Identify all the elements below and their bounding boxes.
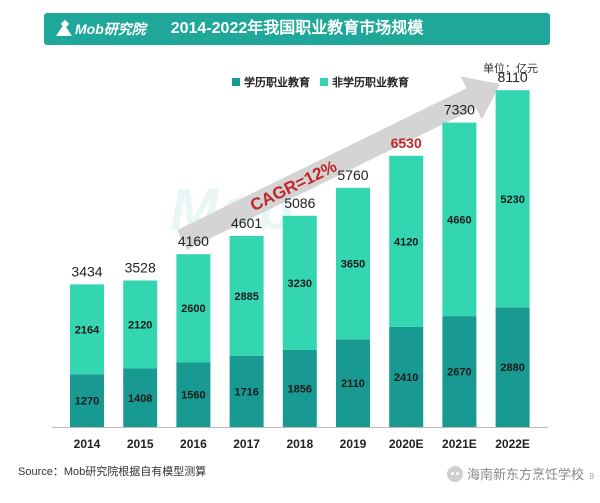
bar-academic <box>70 374 104 427</box>
data-label-non-academic: 4120 <box>394 236 418 248</box>
trend-arrow <box>177 76 500 250</box>
data-label-academic: 1560 <box>181 390 205 402</box>
legend-item-non-academic: 非学历职业教育 <box>320 74 409 90</box>
total-label: 3528 <box>125 259 156 275</box>
x-tick-label: 2018 <box>286 437 313 451</box>
x-tick-label: 2017 <box>233 437 260 451</box>
bar-non-academic <box>229 235 264 356</box>
source-note: Source：Mob研究院根据自有模型测算 <box>18 466 207 478</box>
total-label: 6530 <box>391 135 422 151</box>
wechat-icon <box>446 465 463 482</box>
wechat-account: 海南新东方烹饪学校 <box>466 467 584 482</box>
data-label-non-academic: 2885 <box>234 291 258 303</box>
bar-academic <box>495 307 530 427</box>
x-tick-label: 2022E <box>495 437 530 451</box>
bar-academic <box>336 339 370 427</box>
bar-academic <box>282 349 317 427</box>
bar-non-academic <box>442 122 477 317</box>
legend-label-non-academic: 非学历职业教育 <box>332 77 409 89</box>
bar-non-academic <box>70 284 104 375</box>
total-label: 5760 <box>337 167 368 183</box>
wechat-credit: 海南新东方烹饪学校 <box>446 464 584 483</box>
data-label-non-academic: 5230 <box>500 194 524 206</box>
data-label-non-academic: 2120 <box>128 320 152 332</box>
data-label-academic: 1270 <box>75 396 99 408</box>
legend: 学历职业教育 非学历职业教育 <box>232 74 419 90</box>
data-label-academic: 1856 <box>288 383 312 395</box>
mob-logo-icon <box>56 21 72 37</box>
legend-swatch-non-academic <box>320 78 328 86</box>
data-label-academic: 2880 <box>500 362 524 374</box>
x-tick-label: 2021E <box>442 437 477 451</box>
total-label: 3434 <box>71 263 102 279</box>
bar-non-academic <box>336 187 370 340</box>
bar-academic <box>389 326 424 427</box>
bar-non-academic <box>123 280 158 369</box>
data-label-academic: 2110 <box>341 378 365 390</box>
data-label-academic: 2410 <box>394 372 418 384</box>
mob-logo: Mob研究院 <box>56 19 146 39</box>
bar-academic <box>442 316 477 427</box>
chart-title: 2014-2022年我国职业教育市场规模 <box>170 20 424 37</box>
data-label-non-academic: 3230 <box>288 278 312 290</box>
total-label: 4601 <box>231 215 262 231</box>
bar-non-academic <box>495 90 530 308</box>
x-tick-label: 2014 <box>74 437 101 451</box>
total-label: 5086 <box>284 195 315 211</box>
bar-non-academic <box>389 155 424 327</box>
data-label-academic: 1716 <box>234 386 258 398</box>
legend-swatch-academic <box>232 78 240 86</box>
total-label: 8110 <box>498 69 528 85</box>
x-tick-label: 2019 <box>340 437 367 451</box>
bar-non-academic <box>176 254 211 363</box>
legend-label-academic: 学历职业教育 <box>244 77 310 89</box>
bar-non-academic <box>282 215 317 350</box>
chart-header: Mob研究院 2014-2022年我国职业教育市场规模 <box>44 13 550 45</box>
total-label: 7330 <box>444 102 475 118</box>
bar-academic <box>123 368 158 427</box>
logo-text: Mob研究院 <box>75 21 146 37</box>
unit-label: 单位：亿元 <box>483 63 538 75</box>
x-tick-label: 2020E <box>389 437 424 451</box>
data-label-academic: 2670 <box>447 367 471 379</box>
x-tick-label: 2015 <box>127 437 154 451</box>
data-label-non-academic: 4660 <box>447 214 471 226</box>
x-tick-label: 2016 <box>180 437 207 451</box>
bar-academic <box>176 362 211 427</box>
data-label-academic: 1408 <box>128 393 152 405</box>
total-label: 4160 <box>178 233 209 249</box>
page-number: 9 <box>589 472 594 481</box>
legend-item-academic: 学历职业教育 <box>232 74 310 90</box>
data-label-non-academic: 3650 <box>341 259 365 271</box>
data-label-non-academic: 2164 <box>75 324 100 336</box>
bar-academic <box>229 355 264 427</box>
data-label-non-academic: 2600 <box>181 303 205 315</box>
